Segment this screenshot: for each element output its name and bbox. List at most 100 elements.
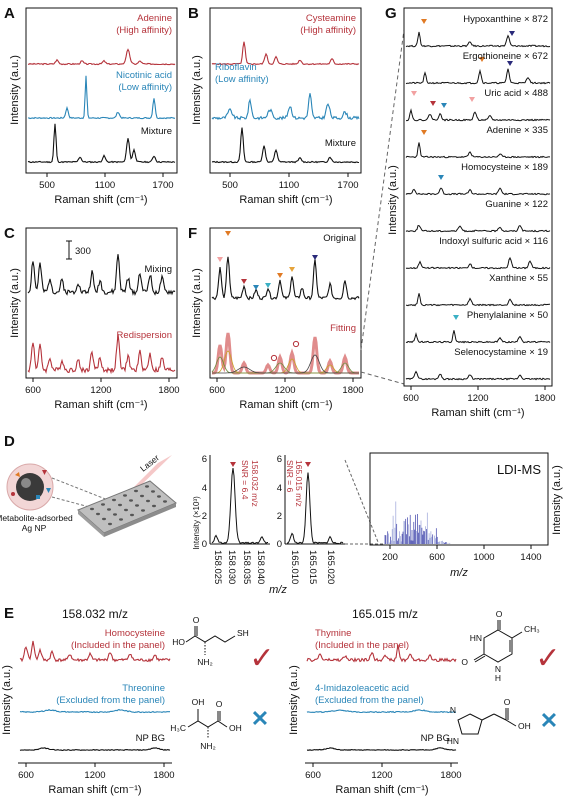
plate-spot bbox=[151, 490, 155, 493]
panel-a-trace2-line2: (Low affinity) bbox=[118, 82, 172, 93]
plate-spot bbox=[140, 494, 144, 498]
panel-g-trace-3 bbox=[405, 142, 550, 159]
panel-c-xticks: 600 1200 1800 bbox=[25, 378, 180, 396]
panel-c-ylabel: Intensity (a.u.) bbox=[9, 268, 21, 338]
ms-zoom-marker-1 bbox=[230, 462, 236, 467]
panel-b-label: B bbox=[188, 5, 199, 22]
plate-spot bbox=[108, 522, 112, 526]
panel-e-right-trace3-line1: NP BG bbox=[421, 733, 450, 744]
plate-spot bbox=[113, 513, 117, 516]
zoom-line-top bbox=[360, 29, 405, 351]
panel-e-left-trace1-line1: Homocysteine bbox=[105, 628, 165, 639]
plate-spot bbox=[96, 512, 100, 516]
panel-e-right-trace-imidazoleacetic bbox=[306, 709, 456, 714]
ms-zoom-trace-1 bbox=[211, 468, 268, 545]
panel-b-trace2-line1: Riboflavin bbox=[215, 62, 257, 73]
homocysteine-ho: HO bbox=[172, 637, 185, 647]
thymine-structure bbox=[473, 620, 523, 663]
panel-f-trace2-label: Fitting bbox=[330, 323, 356, 334]
panel-e-left-tick-2: 1800 bbox=[153, 770, 174, 781]
laser-label: Laser bbox=[138, 453, 161, 474]
ms-zoom-xlabel: m/z bbox=[269, 584, 287, 596]
plate-spot bbox=[130, 513, 134, 517]
panel-e-left-ylabel: Intensity (a.u.) bbox=[1, 665, 13, 735]
panel-g: G Hypoxanthine × 872 Ergothioneine × 672… bbox=[385, 5, 556, 419]
imidazole-cross: ✕ bbox=[540, 708, 558, 733]
panel-b: B Cysteamine (High affinity) Riboflavin … bbox=[188, 5, 362, 206]
panel-g-label-8: Phenylalanine × 50 bbox=[467, 310, 548, 321]
plate-spot bbox=[123, 494, 127, 497]
threonine-ch3: H₃C bbox=[170, 723, 186, 733]
panel-e-right-trace1-line1: Thymine bbox=[315, 628, 351, 639]
ms-zoom-marker-2 bbox=[305, 462, 311, 467]
ms-zoom-plot-2: 0 2 4 6 165.015 m/z SNR = 6 165.010 165.… bbox=[277, 454, 345, 584]
panel-d: D Metabolite-adsorbed Ag NP Laser bbox=[0, 433, 563, 596]
panel-e-label: E bbox=[4, 605, 14, 622]
panel-f-marker-0 bbox=[217, 257, 223, 262]
panel-e-right-trace2-line1: 4-Imidazoleacetic acid bbox=[315, 683, 409, 694]
panel-a-trace-adenine bbox=[27, 48, 176, 66]
panel-g-label-4: Homocysteine × 189 bbox=[461, 162, 548, 173]
threonine-nh2: NH₂ bbox=[200, 741, 216, 751]
imidazoleacetic-structure bbox=[457, 708, 517, 735]
panel-f-marker-5 bbox=[277, 273, 283, 278]
panel-g-xlabel: Raman shift (cm⁻¹) bbox=[431, 407, 524, 419]
ms-zoom2-ytick-2: 4 bbox=[277, 483, 282, 494]
panel-g-marker-10 bbox=[453, 315, 459, 320]
panel-e-left-xlabel: Raman shift (cm⁻¹) bbox=[48, 784, 141, 796]
ms-zoom2-tick-2: 165.020 bbox=[325, 550, 336, 584]
panel-e-right-title: 165.015 m/z bbox=[352, 607, 418, 621]
plate-spot bbox=[102, 517, 106, 521]
panel-a-trace1-line2: (High affinity) bbox=[116, 25, 172, 36]
ms-full-bars bbox=[384, 501, 451, 544]
panel-g-trace-labels: Hypoxanthine × 872 Ergothioneine × 672 U… bbox=[439, 14, 548, 358]
imidazole-o: O bbox=[504, 697, 511, 707]
ms-zoom1-annot-1: 158.032 m/z bbox=[250, 460, 260, 507]
panel-c-scalebar: 300 bbox=[66, 240, 91, 260]
thymine-check: ✓ bbox=[535, 642, 560, 675]
threonine-structure bbox=[187, 709, 228, 739]
panel-g-marker-1 bbox=[509, 31, 515, 36]
panel-b-trace-cysteamine bbox=[211, 41, 360, 66]
plate-spot bbox=[152, 504, 156, 508]
panel-c-trace1-label: Mixing bbox=[145, 264, 172, 275]
plate-spot bbox=[146, 499, 150, 503]
panel-e-left-title: 158.032 m/z bbox=[62, 607, 128, 621]
panel-e-left-trace-npbg bbox=[19, 747, 171, 752]
panel-a-trace2-line1: Nicotinic acid bbox=[116, 70, 172, 81]
ms-zoom2-ytick-0: 0 bbox=[277, 539, 282, 550]
panel-a-xticks: 500 1100 1700 bbox=[39, 173, 174, 191]
ms-zoom1-ytick-1: 2 bbox=[202, 511, 207, 522]
ms-zoom1-annot-2: SNR = 6.4 bbox=[240, 460, 250, 500]
panel-b-xticks: 500 1100 1700 bbox=[222, 173, 359, 191]
ms-zoom1-ytick-2: 4 bbox=[202, 483, 207, 494]
panel-b-trace1-line1: Cysteamine bbox=[306, 13, 356, 24]
panel-g-marker-0 bbox=[421, 19, 427, 24]
panel-e-left-trace1-line2: (Included in the panel) bbox=[71, 640, 165, 651]
imidazole-hn: HN bbox=[447, 736, 459, 746]
panel-e-right-xticks: 600 1200 1800 bbox=[305, 763, 462, 781]
plate-spot bbox=[134, 489, 138, 493]
panel-a-xlabel: Raman shift (cm⁻¹) bbox=[54, 194, 147, 206]
panel-c-trace-mixing bbox=[27, 254, 176, 297]
panel-e-right-tick-2: 1800 bbox=[440, 770, 461, 781]
np-label-line2: Ag NP bbox=[22, 523, 47, 533]
panel-b-trace2-line2: (Low affinity) bbox=[215, 74, 269, 85]
panel-g-label: G bbox=[385, 5, 397, 22]
panel-g-marker-6 bbox=[441, 103, 447, 108]
panel-c-frame bbox=[25, 227, 178, 379]
ms-full-tick-2: 1000 bbox=[473, 552, 494, 563]
plate-spot bbox=[145, 485, 149, 488]
panel-g-trace-1 bbox=[405, 68, 551, 85]
panel-f-trace1-label: Original bbox=[323, 233, 356, 244]
thymine-ch3: CH₃ bbox=[524, 624, 540, 634]
homocysteine-structure bbox=[185, 626, 236, 655]
panel-c-tick-0: 600 bbox=[25, 385, 41, 396]
ms-full-title: LDI-MS bbox=[497, 462, 541, 477]
panel-c-tick-2: 1800 bbox=[158, 385, 179, 396]
panel-g-label-7: Xanthine × 55 bbox=[489, 273, 548, 284]
panel-g-trace-7 bbox=[406, 293, 550, 307]
panel-d-label: D bbox=[4, 433, 15, 450]
panel-g-marker-3 bbox=[507, 61, 513, 66]
